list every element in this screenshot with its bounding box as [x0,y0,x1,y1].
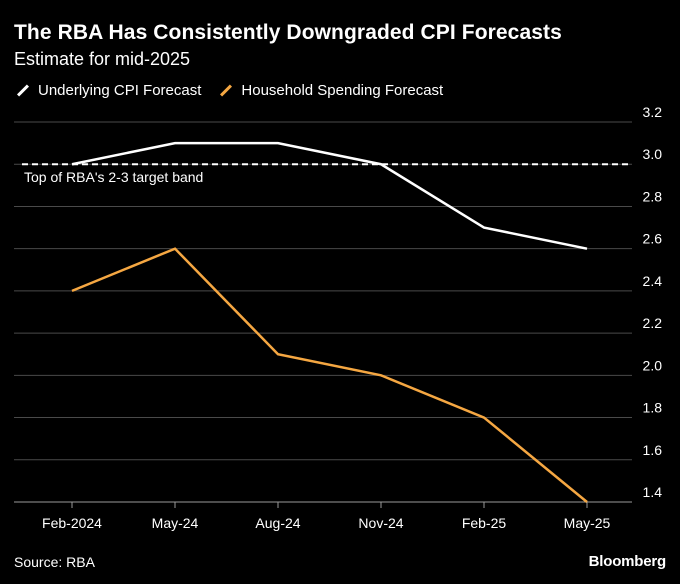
x-tick-label-3: Nov-24 [358,515,403,531]
y-tick-label-2-2: 2.2 [643,315,663,331]
household-spending-line [71,247,588,503]
x-tick-label-2: Aug-24 [255,515,300,531]
y-tick-label-1-6: 1.6 [643,442,663,458]
x-tick-label-0: Feb-2024 [42,515,102,531]
underlying-cpi-line [71,141,588,250]
chart-legend: Underlying CPI Forecast Household Spendi… [14,82,459,99]
legend-label-household-spending: Household Spending Forecast [241,82,444,99]
x-tick-label-5: May-25 [564,515,611,531]
chart-subtitle: Estimate for mid-2025 [14,49,191,69]
x-tick-label-4: Feb-25 [462,515,507,531]
y-tick-label-2-4: 2.4 [643,273,663,289]
bloomberg-logo: Bloomberg [588,553,667,570]
legend-item-household-spending: Household Spending Forecast [217,82,443,99]
y-tick-label-1-4: 1.4 [643,484,663,500]
target-band-label: Top of RBA's 2-3 target band [24,169,203,185]
y-tick-label-3-2: 3.2 [643,104,663,120]
chart-title: The RBA Has Consistently Downgraded CPI … [14,21,562,44]
y-tick-label-3-0: 3.0 [643,146,663,162]
legend-label-underlying-cpi: Underlying CPI Forecast [38,82,202,99]
legend-item-underlying-cpi: Underlying CPI Forecast [14,82,201,99]
y-tick-label-2-8: 2.8 [643,188,663,204]
x-tick-label-1: May-24 [152,515,199,531]
source-note: Source: RBA [14,554,95,570]
y-tick-label-2-0: 2.0 [643,357,663,373]
y-tick-label-2-6: 2.6 [643,231,663,247]
y-tick-label-1-8: 1.8 [643,400,663,416]
